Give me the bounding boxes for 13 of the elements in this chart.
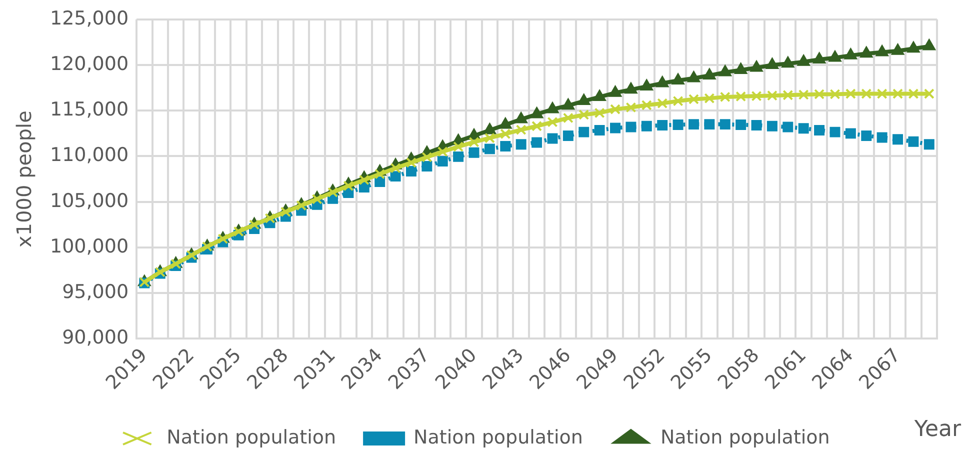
- y-tick-label: 110,000: [50, 144, 129, 166]
- x-axis-title: Year: [913, 417, 962, 442]
- legend-label: Nation population: [660, 426, 830, 448]
- y-tick-label: 100,000: [50, 235, 129, 258]
- y-tick-label: 90,000: [62, 326, 129, 349]
- y-tick-label: 120,000: [50, 52, 129, 75]
- legend-label: Nation population: [166, 426, 336, 448]
- y-tick-label: 95,000: [62, 281, 129, 304]
- legend-label: Nation population: [414, 426, 583, 448]
- y-axis-title: x1000 people: [12, 110, 36, 248]
- y-tick-label: 105,000: [50, 190, 129, 212]
- y-tick-label: 125,000: [50, 7, 129, 30]
- y-tick-label: 115,000: [50, 98, 129, 121]
